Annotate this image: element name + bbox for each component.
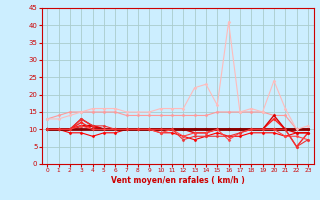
X-axis label: Vent moyen/en rafales ( km/h ): Vent moyen/en rafales ( km/h )	[111, 176, 244, 185]
